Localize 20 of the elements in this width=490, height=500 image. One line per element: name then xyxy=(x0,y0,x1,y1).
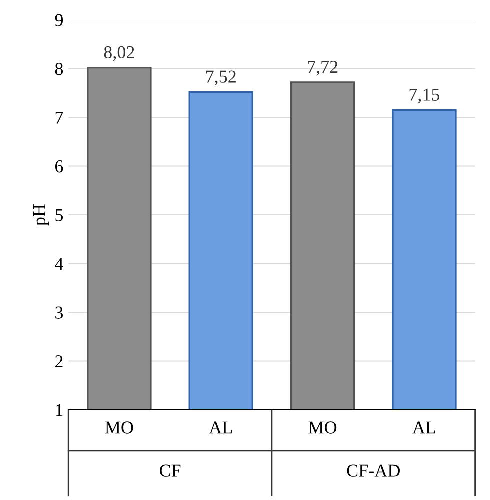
y-tick-label: 5 xyxy=(56,209,64,222)
y-tick-label: 3 xyxy=(56,306,64,319)
data-label: 7,52 xyxy=(206,70,236,86)
y-axis-title: pH xyxy=(33,204,50,226)
x-tick-label: AL xyxy=(412,422,436,434)
data-label: 7,15 xyxy=(410,88,440,104)
data-label: 7,72 xyxy=(308,61,338,76)
y-tick-label: 6 xyxy=(55,160,64,173)
y-tick-label: 8 xyxy=(55,63,64,76)
y-tick-label: 2 xyxy=(56,356,63,368)
text: CF xyxy=(160,464,181,477)
y-tick-label: 9 xyxy=(55,14,63,26)
data-label: 8,02 xyxy=(104,46,134,62)
y-tick-label: 1 xyxy=(56,404,63,416)
x-tick-label: MO xyxy=(308,422,337,434)
text: CF-AD xyxy=(347,464,400,477)
x-tick-label: AL xyxy=(209,422,232,434)
y-tick-label: 7 xyxy=(56,112,64,124)
x-tick-label: MO xyxy=(105,422,134,434)
y-tick-label: 4 xyxy=(55,258,64,270)
